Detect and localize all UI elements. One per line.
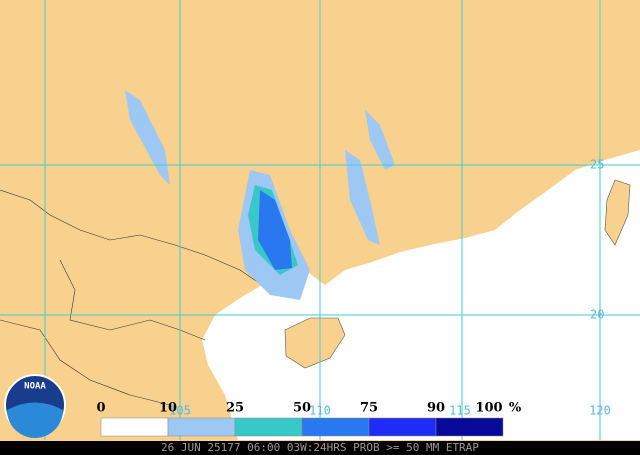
legend-swatch [100, 417, 169, 437]
legend-label: 50 [293, 401, 311, 416]
longitude-label: 120 [589, 404, 611, 418]
legend-label: 25 [226, 401, 244, 416]
legend-unit: % [509, 401, 522, 416]
longitude-label: 105 [169, 404, 191, 418]
caption: 26 JUN 25177 06:00 03W:24HRS PROB >= 50 … [161, 441, 479, 454]
latitude-label: 25 [590, 158, 604, 172]
longitude-label: 110 [309, 404, 331, 418]
legend-swatch [435, 417, 504, 437]
rain-probability [125, 90, 395, 300]
legend-swatch [368, 417, 437, 437]
longitude-label: 115 [449, 404, 471, 418]
legend-swatch [234, 417, 303, 437]
hainan-island [284, 317, 346, 369]
caption-bar [0, 441, 640, 455]
logo-text: NOAA [24, 382, 46, 392]
taiwan-island [604, 179, 631, 246]
noaa-logo: NOAA [4, 374, 66, 438]
legend-swatch [167, 417, 236, 437]
graticule [0, 0, 640, 440]
legend-label: 75 [360, 401, 378, 416]
legend-label: 100 [475, 401, 502, 416]
legend-label: 90 [427, 401, 445, 416]
sea [202, 150, 640, 440]
legend-swatch [301, 417, 370, 437]
legend-label: 10 [159, 401, 177, 416]
legend-label: 0 [96, 401, 105, 416]
latitude-label: 20 [590, 308, 604, 322]
